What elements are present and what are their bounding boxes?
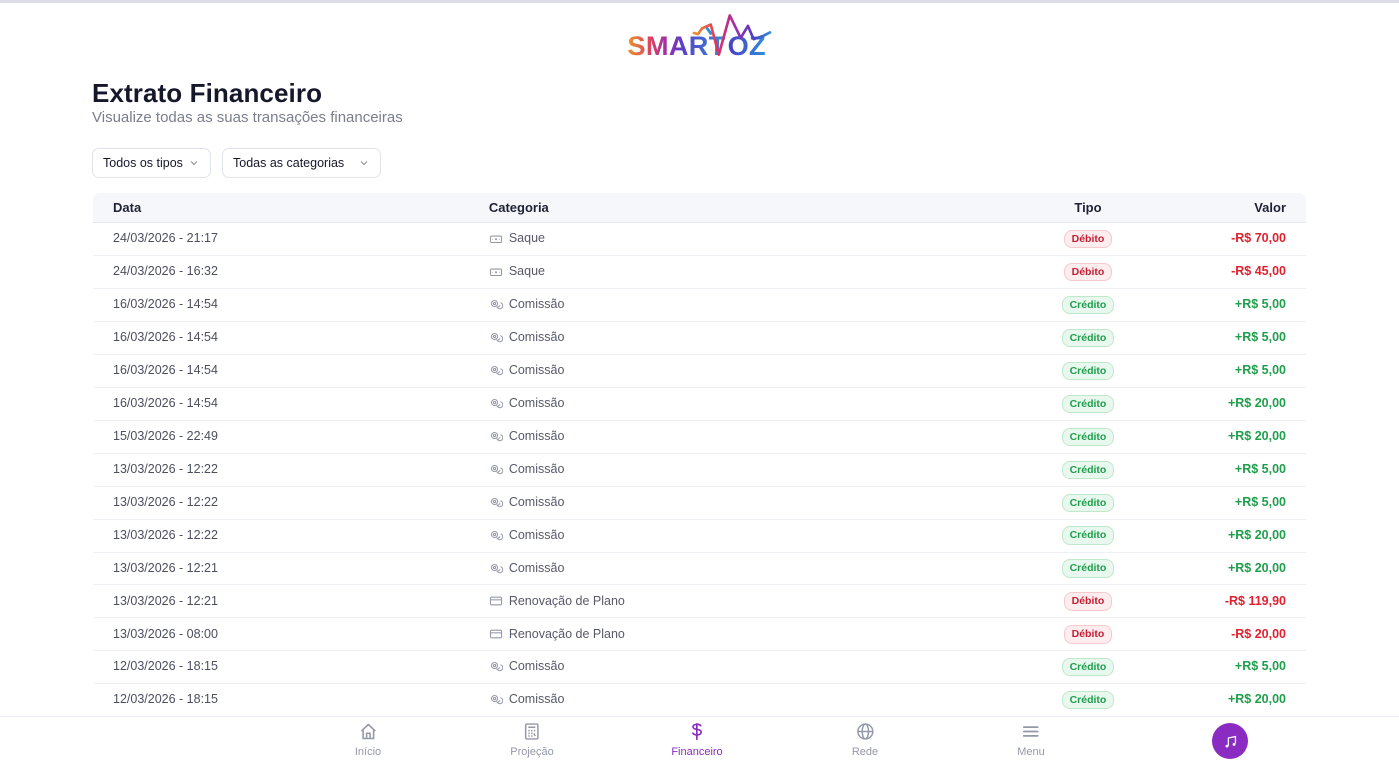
svg-text:OZ: OZ [728, 30, 766, 59]
